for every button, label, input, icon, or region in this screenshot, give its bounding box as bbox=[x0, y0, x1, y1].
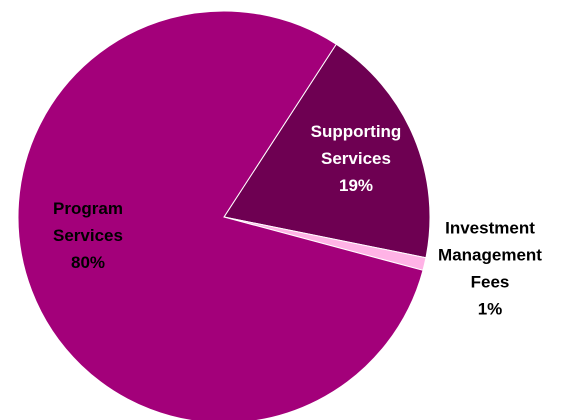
pie-labels: Supporting Services 19% Investment Managemen… bbox=[53, 122, 542, 319]
slice-label-2: Program Services 80% bbox=[53, 199, 123, 272]
pie-slices bbox=[17, 10, 431, 420]
slice-name-line: Investment bbox=[445, 219, 535, 238]
slice-name-line: Services bbox=[53, 226, 123, 245]
slice-percent-label: 1% bbox=[478, 300, 503, 319]
slice-name-line: Fees bbox=[471, 273, 510, 292]
slice-percent-label: 19% bbox=[339, 176, 373, 195]
slice-name-line: Supporting bbox=[311, 122, 402, 141]
slice-name-line: Program bbox=[53, 199, 123, 218]
slice-name-line: Services bbox=[321, 149, 391, 168]
slice-name-line: Management bbox=[438, 246, 542, 265]
pie-slice-0 bbox=[223, 43, 431, 259]
slice-label-0: Supporting Services 19% bbox=[311, 122, 402, 195]
slice-label-1: Investment Management Fees 1% bbox=[438, 219, 542, 319]
pie-slice-2 bbox=[17, 10, 424, 420]
slice-percent-label: 80% bbox=[71, 253, 105, 272]
